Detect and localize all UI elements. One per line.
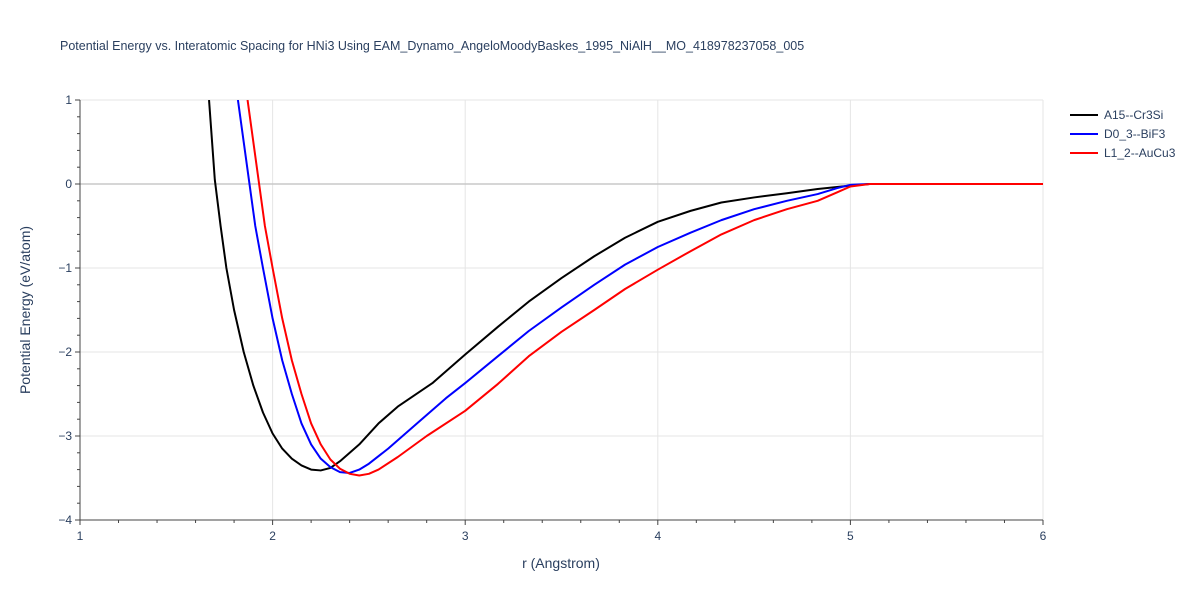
grid [80, 99, 1044, 520]
series-line-2 [236, 100, 1043, 474]
legend-label-1: A15--Cr3Si [1104, 108, 1163, 122]
legend: A15--Cr3Si D0_3--BiF3 L1_2--AuCu3 [1070, 108, 1176, 160]
x-axis-title: r (Angstrom) [522, 555, 600, 571]
x-tick-label: 5 [847, 529, 854, 543]
series-line-3 [246, 100, 1043, 477]
x-tick-label: 2 [269, 529, 276, 543]
y-tick-label: −1 [58, 261, 72, 275]
x-tick-label: 3 [462, 529, 469, 543]
legend-label-3: L1_2--AuCu3 [1104, 146, 1176, 160]
y-tick-label: 0 [65, 177, 72, 191]
y-tick-label: −3 [58, 429, 72, 443]
y-axis-title: Potential Energy (eV/atom) [17, 226, 33, 394]
chart-title: Potential Energy vs. Interatomic Spacing… [60, 39, 804, 53]
x-tick-label: 6 [1040, 529, 1047, 543]
x-tick-label: 4 [654, 529, 661, 543]
y-tick-label: −4 [58, 513, 72, 527]
axes: 1 2 3 4 5 6 1 0 −1 −2 −3 −4 [58, 93, 1046, 543]
x-tick-label: 1 [77, 529, 84, 543]
legend-label-2: D0_3--BiF3 [1104, 127, 1166, 141]
series-line-1 [208, 100, 1043, 472]
y-tick-label: −2 [58, 345, 72, 359]
y-tick-label: 1 [65, 93, 72, 107]
plot-lines [208, 100, 1043, 477]
